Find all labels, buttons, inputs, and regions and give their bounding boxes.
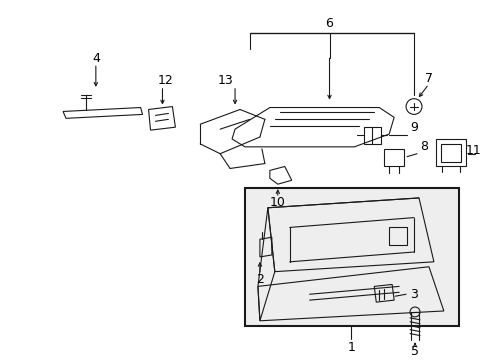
- Bar: [440, 144, 460, 162]
- Text: 10: 10: [269, 196, 285, 210]
- Text: 8: 8: [419, 140, 427, 153]
- Text: 1: 1: [347, 341, 355, 354]
- Text: 7: 7: [424, 72, 432, 85]
- Text: 5: 5: [410, 345, 418, 358]
- Text: 9: 9: [409, 121, 417, 134]
- Bar: [435, 139, 465, 166]
- Text: 3: 3: [409, 288, 417, 301]
- Bar: [244, 188, 458, 326]
- Text: 13: 13: [217, 73, 232, 86]
- Bar: [388, 228, 406, 245]
- Text: 12: 12: [157, 73, 173, 86]
- Text: 4: 4: [92, 52, 100, 65]
- Text: 11: 11: [465, 144, 481, 157]
- Text: 2: 2: [255, 273, 264, 286]
- Text: 6: 6: [325, 17, 333, 30]
